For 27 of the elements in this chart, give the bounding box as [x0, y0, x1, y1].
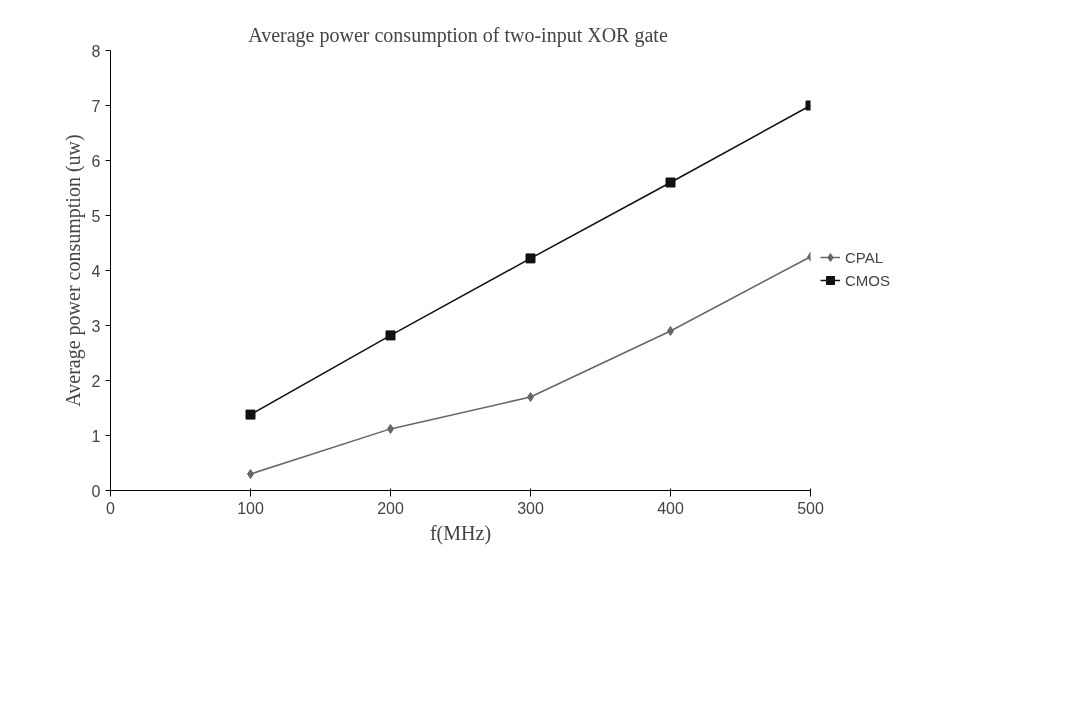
y-tick-label: 2: [91, 372, 101, 390]
x-tick-label: 100: [237, 499, 264, 517]
point: [385, 330, 396, 341]
legend-label: CPAL: [845, 248, 884, 266]
y-tick-label: 6: [91, 152, 101, 170]
y-tick-label: 8: [91, 42, 101, 60]
x-tick-label: 200: [377, 499, 404, 517]
point: [665, 177, 676, 188]
x-tick-label: 400: [657, 499, 684, 517]
x-tick-label: 0: [106, 499, 116, 517]
y-tick-label: 0: [91, 482, 101, 500]
y-tick-label: 7: [91, 97, 101, 115]
y-tick-label: 5: [91, 207, 101, 225]
point: [525, 253, 536, 264]
x-tick-label: 300: [517, 499, 544, 517]
point: [245, 409, 256, 420]
point: [527, 392, 534, 402]
y-axis-title: Average power consumption (uw): [61, 134, 85, 407]
chart-title: Average power consumption of two-input XOR gate: [248, 23, 668, 47]
y-tick-label: 4: [91, 262, 101, 280]
legend-label: CMOS: [845, 271, 890, 289]
point: [667, 326, 674, 336]
y-tick-label: 3: [91, 317, 101, 335]
y-tick-label: 1: [91, 427, 101, 445]
x-axis-title: f(MHz): [429, 521, 492, 545]
point: [247, 469, 254, 479]
x-tick-label: 500: [797, 499, 824, 517]
